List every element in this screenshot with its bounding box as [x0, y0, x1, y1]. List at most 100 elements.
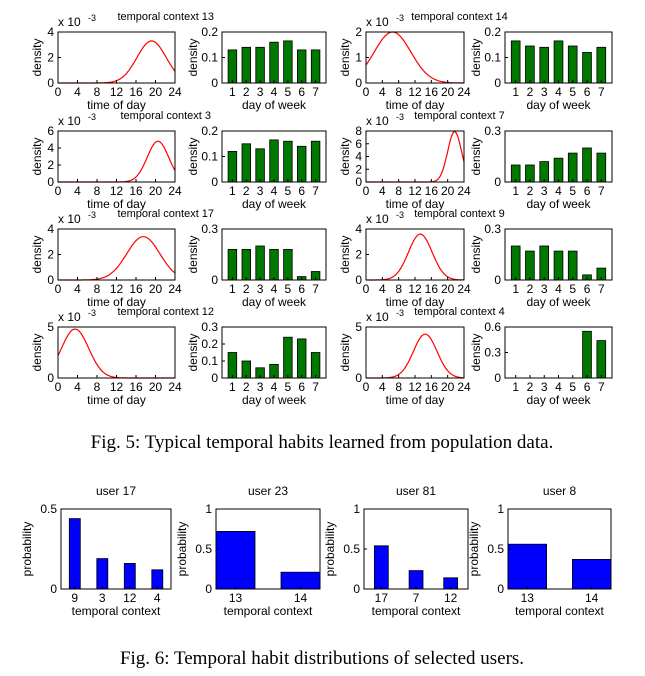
- chart-title: user 8: [543, 484, 577, 498]
- x-tick-label: 1: [229, 184, 236, 198]
- chart-title: temporal context 14: [411, 11, 508, 23]
- y-axis-label: density: [30, 38, 44, 76]
- x-tick-label: 24: [457, 380, 471, 394]
- x-tick-label: 12: [110, 380, 124, 394]
- x-axis-label: time of day: [87, 197, 146, 211]
- y-tick-label: 0: [355, 273, 362, 287]
- x-tick-label: 20: [149, 184, 163, 198]
- y-axis-label: density: [186, 137, 200, 175]
- x-axis-label: day of week: [242, 295, 307, 309]
- x-tick-label: 4: [379, 380, 386, 394]
- x-tick-label: 8: [395, 282, 402, 296]
- plot-frame: [504, 326, 613, 379]
- x-tick-label: 16: [129, 85, 143, 99]
- bar: [553, 250, 564, 281]
- x-tick-label: 8: [94, 85, 101, 99]
- scale-factor-label: x 10: [58, 114, 81, 128]
- x-tick-label: 5: [285, 282, 292, 296]
- x-tick-label: 12: [408, 282, 422, 296]
- plot-frame: [60, 508, 172, 590]
- plot-frame: [365, 228, 465, 281]
- x-tick-label: 1: [229, 85, 236, 99]
- x-tick-label: 0: [363, 184, 370, 198]
- bar: [296, 49, 307, 84]
- chart-panel: 1 2 3 4 5 6 7 0 0.3 day of week density: [469, 222, 613, 309]
- y-tick-label: 0.5: [40, 502, 57, 516]
- y-axis-label: density: [469, 235, 483, 273]
- y-tick-label: 0: [211, 371, 218, 385]
- y-axis-label: probability: [467, 522, 481, 577]
- y-axis-label: density: [30, 137, 44, 175]
- x-tick-label: 16: [425, 282, 439, 296]
- bar: [227, 49, 238, 84]
- bar: [310, 49, 321, 84]
- x-tick-label: 24: [457, 184, 471, 198]
- x-tick-label: 24: [457, 85, 471, 99]
- y-axis-label: density: [338, 38, 352, 76]
- scale-factor-label: x 10: [58, 15, 81, 29]
- bar: [269, 248, 279, 281]
- x-tick-label: 12: [408, 85, 422, 99]
- y-axis-label: probability: [323, 522, 337, 577]
- x-tick-label: 16: [425, 380, 439, 394]
- y-tick-label: 0: [211, 175, 218, 189]
- x-tick-label: 13: [521, 591, 535, 605]
- y-axis-label: density: [469, 333, 483, 371]
- bar: [68, 518, 81, 590]
- x-tick-label: 7: [312, 184, 319, 198]
- x-tick-label: 3: [541, 184, 548, 198]
- x-tick-label: 20: [441, 380, 455, 394]
- y-tick-label: 0: [47, 273, 54, 287]
- x-axis-label: temporal context: [515, 604, 604, 618]
- plot-frame: [57, 130, 176, 183]
- y-tick-label: 0.5: [343, 542, 360, 556]
- x-tick-label: 4: [555, 184, 562, 198]
- x-tick-label: 3: [257, 85, 264, 99]
- chart-title: temporal context 13: [117, 11, 214, 23]
- bar: [227, 248, 238, 281]
- x-axis-label: temporal context: [224, 604, 313, 618]
- x-axis-label: time of day: [386, 197, 445, 211]
- bar: [373, 545, 389, 590]
- x-tick-label: 4: [379, 184, 386, 198]
- x-tick-label: 7: [312, 282, 319, 296]
- chart-title: user 81: [396, 484, 436, 498]
- y-tick-label: 0.2: [484, 25, 501, 39]
- y-tick-label: 0.3: [484, 222, 501, 236]
- x-tick-label: 16: [129, 380, 143, 394]
- chart-panel: 13 14 0 0.5 1 temporal context probability user…: [467, 484, 612, 618]
- y-tick-label: 0.2: [201, 337, 218, 351]
- y-tick-label: 5: [355, 320, 362, 334]
- bar: [296, 145, 307, 183]
- y-tick-label: 0: [205, 582, 212, 596]
- density-curve: [58, 140, 176, 183]
- x-tick-label: 7: [598, 282, 605, 296]
- bar: [296, 338, 307, 379]
- x-tick-label: 16: [425, 184, 439, 198]
- x-axis-label: time of day: [87, 393, 146, 407]
- y-tick-label: 0.5: [487, 542, 504, 556]
- y-axis-label: probability: [20, 522, 34, 577]
- bar: [269, 41, 279, 84]
- y-tick-label: 8: [355, 124, 362, 138]
- x-tick-label: 20: [149, 85, 163, 99]
- x-tick-label: 6: [298, 85, 305, 99]
- bar: [215, 531, 256, 590]
- x-tick-label: 6: [298, 380, 305, 394]
- plot-frame: [57, 326, 176, 379]
- bar: [553, 40, 564, 84]
- bar: [255, 46, 265, 84]
- bar: [553, 157, 564, 183]
- bar: [510, 40, 521, 84]
- x-tick-label: 1: [512, 380, 519, 394]
- chart-panel: 1 2 3 4 5 6 7 0 0.1 0.2 day of week density: [186, 124, 327, 211]
- bar: [283, 40, 293, 84]
- x-tick-label: 4: [271, 380, 278, 394]
- y-tick-label: 0.3: [484, 124, 501, 138]
